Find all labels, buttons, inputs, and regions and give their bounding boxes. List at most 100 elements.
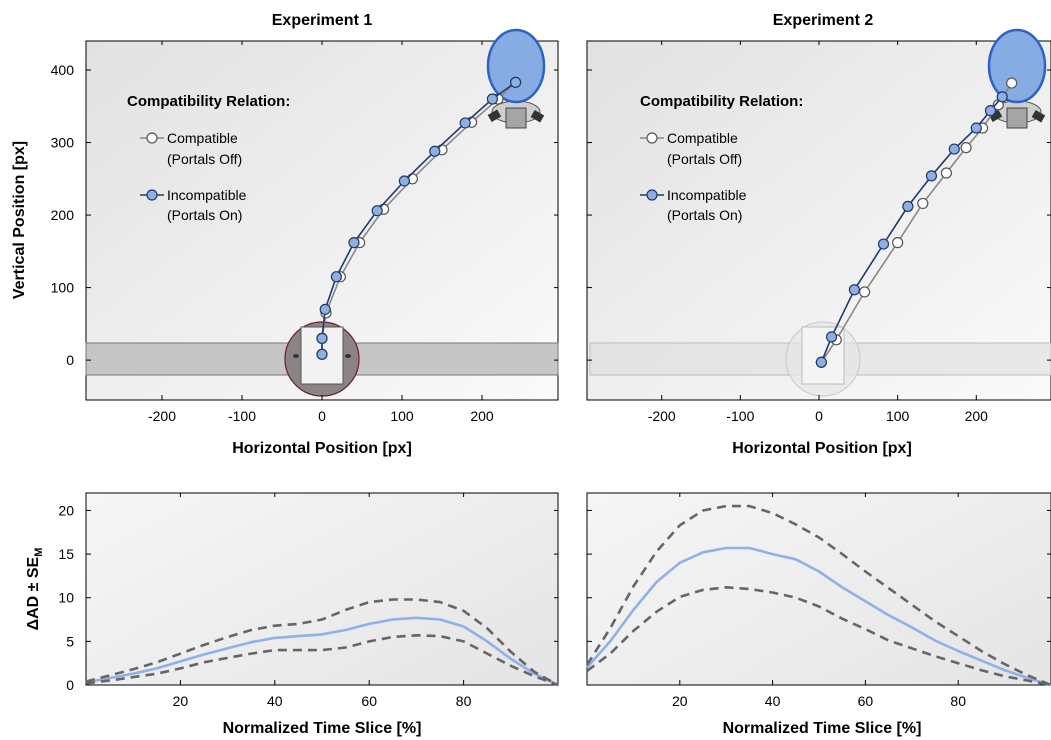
trajectory-point [330,271,342,283]
x-tick-label: 0 [318,408,326,424]
series-group [85,598,559,687]
target-ship-icon [988,100,1046,129]
trajectory-point [1006,77,1018,89]
portal-left [293,354,299,358]
x-tick-label: -200 [148,408,176,424]
trajectory-point [486,93,498,105]
axes: 20 40 60 80 0 5 10 15 20 [58,493,558,709]
trajectory-point [825,331,838,343]
trajectory-point [371,205,383,217]
trajectory-point [348,237,360,249]
legend-label-compatible: Compatible [167,130,238,146]
upper-se-line [585,504,1051,687]
x-tick-label: 60 [858,693,874,709]
x-tick-label: -100 [228,408,256,424]
panel-experiment-2: Experiment 2 -200 -100 0 100 200 Horizontal … [586,12,1051,457]
trajectory-point [877,238,890,250]
panel-time-course-1: 20 40 60 80 0 5 10 15 20 Normalized Time Slice [… [25,492,559,737]
trajectory-line [820,82,1013,363]
y-tick-label: 200 [51,207,75,223]
y-axis-label: Vertical Position [px] [11,141,28,299]
trajectory-point [429,145,441,157]
x-axis-label: Normalized Time Slice [%] [223,720,422,737]
x-axis-label: Horizontal Position [px] [232,440,412,457]
x-tick-label: 20 [173,693,189,709]
trajectory-point [902,200,914,212]
legend: Compatibility Relation: Compatible (Port… [127,93,290,223]
trajectory-point [984,105,997,117]
trajectory-point [459,117,471,129]
legend-title: Compatibility Relation: [127,93,290,110]
trajectory-point [859,286,871,298]
y-tick-label: 15 [58,546,74,562]
panel-time-course-2: 20 40 60 80 Normalized Time Slice [%] [585,492,1051,737]
y-tick-label: 0 [66,677,74,693]
plot-area [85,492,559,686]
axes: 20 40 60 80 [587,493,1051,709]
series-group [585,504,1051,687]
trajectory-point [948,143,960,155]
panel-title: Experiment 1 [272,12,373,29]
x-tick-label: 100 [390,408,414,424]
legend: Compatibility Relation: Compatible (Port… [640,93,803,223]
trajectory-point [925,170,938,182]
legend-title: Compatibility Relation: [640,93,803,110]
y-axis-label-subscript: M [33,548,45,557]
plot-area [586,492,1051,686]
y-tick-label: 100 [51,280,75,296]
y-axis-label-main: ΔAD ± SE [25,556,42,630]
axes: -200 -100 0 100 200 [587,41,1051,424]
legend-label-incompatible: Incompatible [167,187,247,203]
y-tick-label: 10 [58,590,74,606]
x-tick-label: 200 [470,408,494,424]
x-tick-label: 80 [456,693,472,709]
lower-se-line [586,585,1051,687]
x-tick-label: -200 [648,408,676,424]
legend-label-compatible: Compatible [667,130,738,146]
x-axis-label: Normalized Time Slice [%] [723,720,922,737]
trajectory-point [892,237,904,249]
panel-title: Experiment 2 [773,12,874,29]
x-tick-label: 80 [950,693,966,709]
x-tick-label: 40 [765,693,781,709]
x-tick-label: 100 [886,408,910,424]
trajectory-point [996,91,1008,103]
legend-marker-compatible [146,132,158,144]
mean-line [586,546,1051,687]
legend-marker-incompatible [646,189,658,201]
trajectory-point [970,122,982,134]
trajectory-point [316,348,328,360]
x-tick-label: 40 [267,693,283,709]
panel-experiment-1: Experiment 1 -200 -100 0 100 200 0 100 200 300 40… [11,12,559,457]
portal-right [345,354,351,358]
y-tick-label: 300 [51,135,75,151]
trajectory-point [316,332,328,344]
x-tick-label: 20 [672,693,688,709]
start-box [801,326,845,385]
trajectory-point [319,303,331,315]
target-ship-icon [487,100,545,129]
legend-sublabel-compatible: (Portals Off) [167,151,242,167]
y-axis-label: ΔAD ± SEM [25,548,45,631]
x-axis-label: Horizontal Position [px] [732,440,912,457]
trajectory-point [815,356,827,368]
trajectory-point [917,197,929,210]
trajectory-point [848,284,860,296]
trajectory-line [820,96,1003,363]
legend-marker-compatible [646,132,658,144]
x-tick-label: 60 [361,693,377,709]
legend-label-incompatible: Incompatible [667,187,747,203]
axes: -200 -100 0 100 200 0 100 200 300 400 [51,41,558,424]
y-tick-label: 0 [66,352,74,368]
y-tick-label: 20 [58,502,74,518]
legend-sublabel-compatible: (Portals Off) [667,151,742,167]
x-tick-label: -100 [726,408,754,424]
upper-se-line [85,598,559,687]
lower-se-line [85,633,559,687]
target-balloon [987,28,1047,104]
series-group [815,77,1018,368]
mean-line [85,616,559,687]
x-tick-label: 0 [815,408,823,424]
trajectory-point [940,167,953,179]
x-tick-label: 200 [965,408,989,424]
